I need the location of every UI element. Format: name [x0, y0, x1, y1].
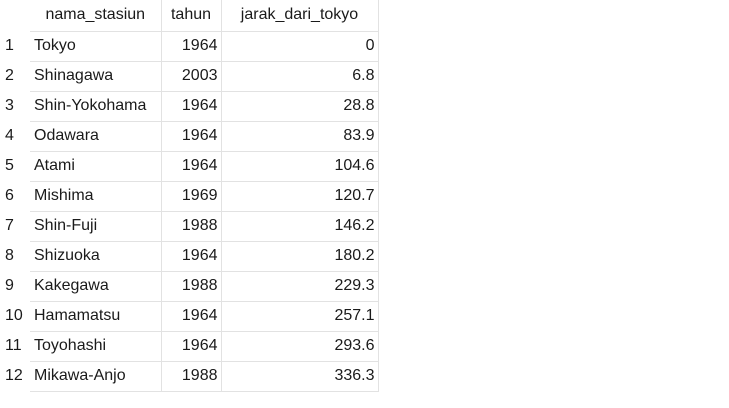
row-number[interactable]: 4 — [5, 127, 14, 144]
table-row[interactable]: 6 Mishima 1969 120.7 — [0, 181, 379, 212]
cell-nama-stasiun[interactable]: Toyohashi — [30, 331, 162, 362]
cell-nama-stasiun[interactable]: Shizuoka — [30, 241, 162, 272]
table-row[interactable]: 12 Mikawa-Anjo 1988 336.3 — [0, 361, 379, 392]
cell-jarak-dari-tokyo[interactable]: 6.8 — [221, 61, 379, 92]
row-number[interactable]: 11 — [5, 337, 22, 354]
row-number[interactable]: 7 — [5, 217, 14, 234]
header-row: nama_stasiun tahun jarak_dari_tokyo — [0, 0, 379, 31]
cell-tahun[interactable]: 1969 — [161, 181, 222, 212]
column-header-nama-stasiun[interactable]: nama_stasiun — [30, 0, 162, 31]
table-row[interactable]: 3 Shin-Yokohama 1964 28.8 — [0, 91, 379, 122]
cell-tahun[interactable]: 1964 — [161, 301, 222, 332]
cell-jarak-dari-tokyo[interactable]: 104.6 — [221, 151, 379, 182]
row-number[interactable]: 2 — [5, 67, 14, 84]
cell-jarak-dari-tokyo[interactable]: 120.7 — [221, 181, 379, 212]
cell-jarak-dari-tokyo[interactable]: 180.2 — [221, 241, 379, 272]
cell-tahun[interactable]: 1964 — [161, 151, 222, 182]
cell-tahun[interactable]: 2003 — [161, 61, 222, 92]
cell-nama-stasiun[interactable]: Kakegawa — [30, 271, 162, 302]
cell-tahun[interactable]: 1988 — [161, 271, 222, 302]
table-row[interactable]: 5 Atami 1964 104.6 — [0, 151, 379, 182]
cell-tahun[interactable]: 1988 — [161, 211, 222, 242]
cell-jarak-dari-tokyo[interactable]: 0 — [221, 30, 379, 62]
cell-nama-stasiun[interactable]: Hamamatsu — [30, 301, 162, 332]
cell-nama-stasiun[interactable]: Shinagawa — [30, 61, 162, 92]
row-number[interactable]: 12 — [5, 367, 23, 384]
cell-jarak-dari-tokyo[interactable]: 336.3 — [221, 361, 379, 392]
cell-tahun[interactable]: 1964 — [161, 241, 222, 272]
cell-tahun[interactable]: 1988 — [161, 361, 222, 392]
table-row[interactable]: 10 Hamamatsu 1964 257.1 — [0, 301, 379, 332]
row-number[interactable]: 8 — [5, 247, 14, 264]
cell-nama-stasiun[interactable]: Shin-Yokohama — [30, 91, 162, 122]
table-row[interactable]: 8 Shizuoka 1964 180.2 — [0, 241, 379, 272]
cell-nama-stasiun[interactable]: Tokyo — [30, 30, 162, 62]
table-row[interactable]: 4 Odawara 1964 83.9 — [0, 121, 379, 152]
table-row[interactable]: 9 Kakegawa 1988 229.3 — [0, 271, 379, 302]
cell-jarak-dari-tokyo[interactable]: 257.1 — [221, 301, 379, 332]
cell-jarak-dari-tokyo[interactable]: 293.6 — [221, 331, 379, 362]
cell-tahun[interactable]: 1964 — [161, 121, 222, 152]
table-row[interactable]: 1 Tokyo 1964 0 — [0, 30, 379, 62]
cell-nama-stasiun[interactable]: Mishima — [30, 181, 162, 212]
cell-nama-stasiun[interactable]: Atami — [30, 151, 162, 182]
table-row[interactable]: 2 Shinagawa 2003 6.8 — [0, 61, 379, 92]
cell-nama-stasiun[interactable]: Shin-Fuji — [30, 211, 162, 242]
row-number[interactable]: 5 — [5, 157, 14, 174]
corner-cell — [0, 0, 30, 31]
cell-jarak-dari-tokyo[interactable]: 83.9 — [221, 121, 379, 152]
row-number[interactable]: 1 — [5, 37, 14, 54]
row-number[interactable]: 10 — [5, 307, 23, 324]
column-header-jarak-dari-tokyo[interactable]: jarak_dari_tokyo — [221, 0, 379, 31]
cell-nama-stasiun[interactable]: Mikawa-Anjo — [30, 361, 162, 392]
column-header-tahun[interactable]: tahun — [161, 0, 222, 31]
row-number[interactable]: 9 — [5, 277, 14, 294]
row-number[interactable]: 3 — [5, 97, 14, 114]
cell-jarak-dari-tokyo[interactable]: 28.8 — [221, 91, 379, 122]
cell-tahun[interactable]: 1964 — [161, 331, 222, 362]
cell-jarak-dari-tokyo[interactable]: 146.2 — [221, 211, 379, 242]
table-row[interactable]: 11 Toyohashi 1964 293.6 — [0, 331, 379, 362]
cell-tahun[interactable]: 1964 — [161, 91, 222, 122]
cell-nama-stasiun[interactable]: Odawara — [30, 121, 162, 152]
cell-tahun[interactable]: 1964 — [161, 30, 222, 62]
row-number[interactable]: 6 — [5, 187, 14, 204]
table-body: 1 Tokyo 1964 0 2 Shinagawa 2003 6.8 3 Shin-Yokoha… — [0, 30, 379, 392]
cell-jarak-dari-tokyo[interactable]: 229.3 — [221, 271, 379, 302]
table-row[interactable]: 7 Shin-Fuji 1988 146.2 — [0, 211, 379, 242]
data-table: nama_stasiun tahun jarak_dari_tokyo 1 Tok… — [0, 0, 379, 392]
